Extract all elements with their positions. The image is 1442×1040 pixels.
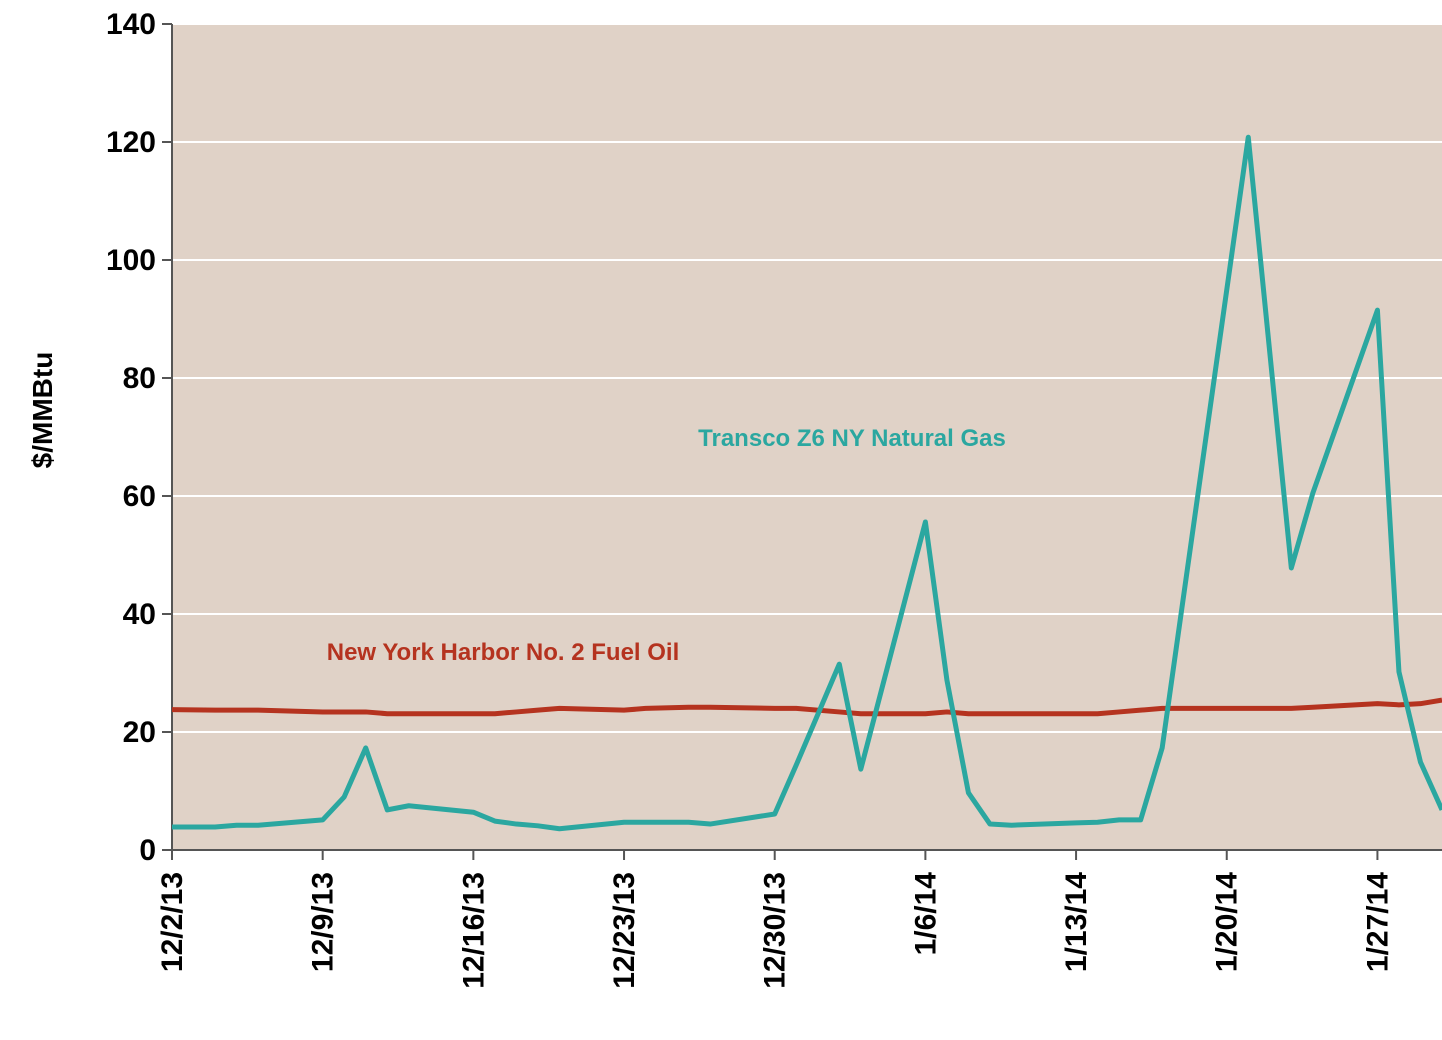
x-tick-label: 12/16/13 — [457, 872, 490, 989]
plot-area — [172, 134, 1442, 832]
x-tick-label: 12/9/13 — [307, 872, 340, 972]
x-tick-label: 1/27/14 — [1361, 872, 1394, 972]
x-tick-label: 1/13/14 — [1060, 872, 1093, 972]
x-tick-label: 1/6/14 — [909, 872, 942, 956]
y-tick-label: 100 — [106, 244, 156, 277]
y-tick-label: 80 — [123, 362, 156, 395]
y-axis-title: $/MMBtu — [27, 352, 58, 469]
series-label: Transco Z6 NY Natural Gas — [698, 425, 1006, 452]
x-tick-label: 12/30/13 — [759, 872, 792, 989]
series-label: New York Harbor No. 2 Fuel Oil — [327, 639, 680, 666]
series-line — [172, 697, 1442, 717]
x-tick-label: 1/20/14 — [1211, 872, 1244, 972]
series-line — [172, 134, 1442, 832]
y-tick-label: 60 — [123, 480, 156, 513]
y-tick-label: 140 — [106, 8, 156, 41]
x-tick-label: 12/2/13 — [156, 872, 189, 972]
y-tick-label: 120 — [106, 126, 156, 159]
y-tick-label: 40 — [123, 598, 156, 631]
y-tick-label: 20 — [123, 716, 156, 749]
y-tick-label: 0 — [139, 834, 156, 867]
x-tick-label: 12/23/13 — [608, 872, 641, 989]
